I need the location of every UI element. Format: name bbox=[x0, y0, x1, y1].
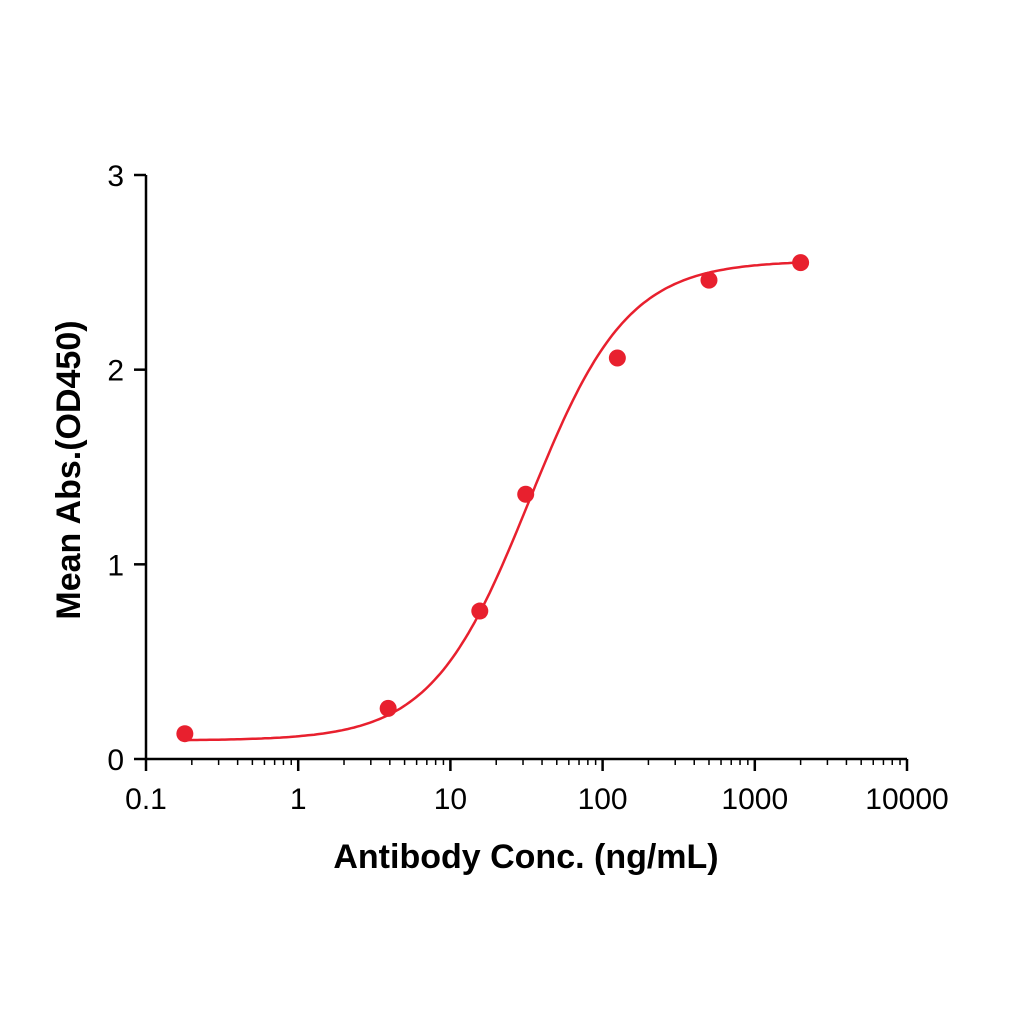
y-tick-label: 3 bbox=[107, 160, 124, 193]
fit-curve bbox=[184, 261, 801, 742]
y-tick-label: 0 bbox=[107, 744, 124, 777]
x-axis-label: Antibody Conc. (ng/mL) bbox=[333, 838, 718, 876]
x-tick-label: 1 bbox=[290, 783, 307, 816]
data-point bbox=[517, 485, 535, 503]
y-tick-label: 2 bbox=[107, 355, 124, 388]
x-tick-label: 10 bbox=[434, 783, 467, 816]
x-tick-label: 0.1 bbox=[125, 783, 167, 816]
axes: 0.1 1 10 100 1000 10000 0 1 2 3 bbox=[107, 160, 948, 816]
data-point bbox=[792, 254, 810, 272]
x-tick-label: 100 bbox=[578, 783, 628, 816]
data-point bbox=[608, 349, 626, 367]
x-tick-label: 1000 bbox=[721, 783, 788, 816]
data-point bbox=[379, 699, 397, 717]
data-points bbox=[176, 254, 810, 743]
data-point bbox=[471, 602, 489, 620]
y-axis-label: Mean Abs.(OD450) bbox=[50, 320, 88, 619]
data-point bbox=[176, 725, 194, 743]
data-point bbox=[700, 271, 718, 289]
y-tick-label: 1 bbox=[107, 549, 124, 582]
x-tick-label: 10000 bbox=[865, 783, 948, 816]
